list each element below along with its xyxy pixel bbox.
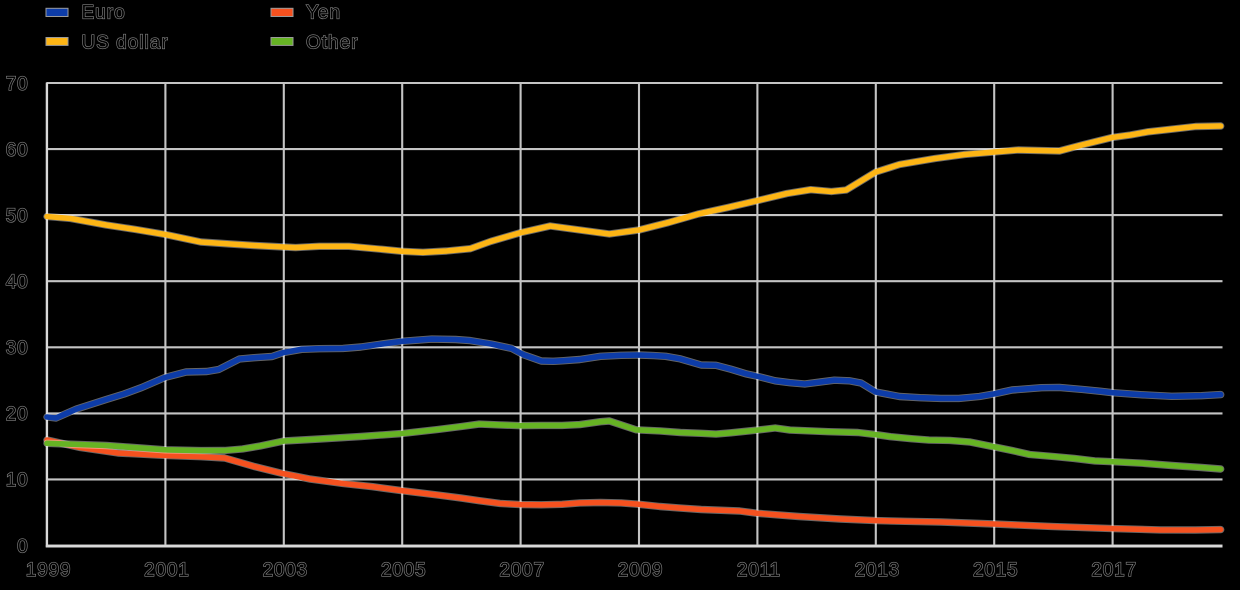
svg-text:60: 60 [6,140,29,161]
svg-text:0: 0 [17,536,28,557]
svg-text:2013: 2013 [855,560,900,581]
svg-text:70: 70 [6,74,29,95]
svg-text:2001: 2001 [144,560,189,581]
svg-text:1999: 1999 [26,560,71,581]
svg-text:10: 10 [6,470,29,491]
svg-text:Euro: Euro [82,2,126,23]
svg-text:2009: 2009 [618,560,663,581]
svg-text:2003: 2003 [263,560,308,581]
svg-text:2015: 2015 [973,560,1018,581]
svg-text:Other: Other [306,33,359,54]
svg-text:2005: 2005 [381,560,426,581]
svg-text:50: 50 [6,206,29,227]
svg-text:Yen: Yen [306,2,341,23]
svg-text:US dollar: US dollar [82,33,169,54]
svg-text:20: 20 [6,404,29,425]
svg-text:2017: 2017 [1091,560,1136,581]
svg-text:2011: 2011 [737,560,781,581]
svg-text:30: 30 [6,338,29,359]
svg-text:2007: 2007 [499,560,544,581]
svg-text:40: 40 [6,272,29,293]
